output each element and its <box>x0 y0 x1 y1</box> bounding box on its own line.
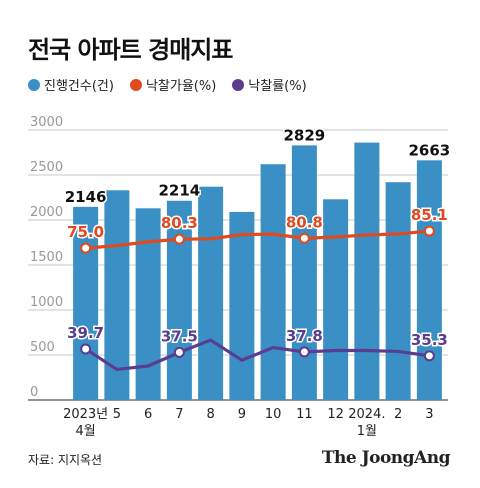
line-point <box>80 343 92 355</box>
bar-value-label: 2663 <box>409 141 451 159</box>
bar-value-label: 2146 <box>65 188 107 206</box>
line-point <box>298 232 310 244</box>
y-tick-label: 2500 <box>30 160 63 175</box>
legend-label-count: 진행건수(건) <box>44 79 114 94</box>
legend-label-bid-rate: 낙찰률(%) <box>248 79 307 94</box>
legend-swatch-bid-rate <box>232 78 245 91</box>
legend: 진행건수(건) 낙찰가율(%) 낙찰률(%) <box>28 75 307 94</box>
x-tick-label: 6 <box>144 407 152 422</box>
x-tick-label: 2024. <box>348 407 385 422</box>
bar <box>260 164 286 400</box>
y-tick-label: 1500 <box>30 250 63 265</box>
line-value-label: 85.1 <box>411 206 448 224</box>
line-value-label: 80.3 <box>161 214 198 232</box>
line-point <box>80 242 92 254</box>
line-value-label: 39.7 <box>67 324 104 342</box>
bar <box>135 208 161 400</box>
chart-title: 전국 아파트 경매지표 <box>28 36 233 64</box>
line-point <box>173 233 185 245</box>
legend-item-count: 진행건수(건) <box>28 75 114 94</box>
x-tick-label: 8 <box>206 407 214 422</box>
legend-swatch-bid-price-rate <box>129 78 142 91</box>
x-tick-label: 3 <box>425 407 433 422</box>
bar <box>198 186 224 400</box>
y-tick-label: 1000 <box>30 295 63 310</box>
bar <box>385 182 411 400</box>
line-value-label: 35.3 <box>411 331 448 349</box>
series-line <box>84 338 430 372</box>
bar <box>73 206 99 400</box>
brand-logo: The JoongAng <box>321 448 451 468</box>
x-tick-label: 1월 <box>357 424 377 439</box>
line-value-label: 37.8 <box>286 327 323 345</box>
bar <box>291 145 317 400</box>
x-tick-label: 2 <box>394 407 402 422</box>
bar <box>323 199 349 400</box>
x-tick-label: 4월 <box>76 424 96 439</box>
x-tick-label: 10 <box>265 407 282 422</box>
x-tick-label: 5 <box>113 407 121 422</box>
legend-item-bid-price-rate: 낙찰가율(%) <box>129 75 217 94</box>
series-line <box>85 229 430 250</box>
line-point <box>423 225 435 237</box>
line-point <box>298 346 310 358</box>
y-tick-label: 2000 <box>30 205 63 220</box>
bar <box>354 142 380 400</box>
bar-value-label: 2214 <box>159 182 201 200</box>
line-value-label: 80.8 <box>286 213 323 231</box>
source-note: 자료: 지지옥션 <box>28 453 103 467</box>
x-tick-label: 7 <box>175 407 183 422</box>
bar <box>229 211 255 400</box>
line-point <box>173 346 185 358</box>
legend-item-bid-rate: 낙찰률(%) <box>232 75 307 94</box>
bar <box>416 160 442 400</box>
bar-value-label: 2829 <box>284 126 326 144</box>
x-tick-label: 2023년 <box>63 407 108 422</box>
y-tick-label: 3000 <box>30 115 63 130</box>
line-value-label: 37.5 <box>161 327 198 345</box>
x-tick-label: 12 <box>327 407 344 422</box>
y-tick-label: 0 <box>30 385 38 400</box>
legend-label-bid-price-rate: 낙찰가율(%) <box>145 79 217 94</box>
x-tick-label: 9 <box>238 407 246 422</box>
y-tick-label: 500 <box>30 340 55 355</box>
legend-swatch-count <box>28 78 40 91</box>
line-value-label: 75.0 <box>67 223 104 241</box>
line-point <box>423 350 435 362</box>
x-tick-label: 11 <box>296 407 313 422</box>
